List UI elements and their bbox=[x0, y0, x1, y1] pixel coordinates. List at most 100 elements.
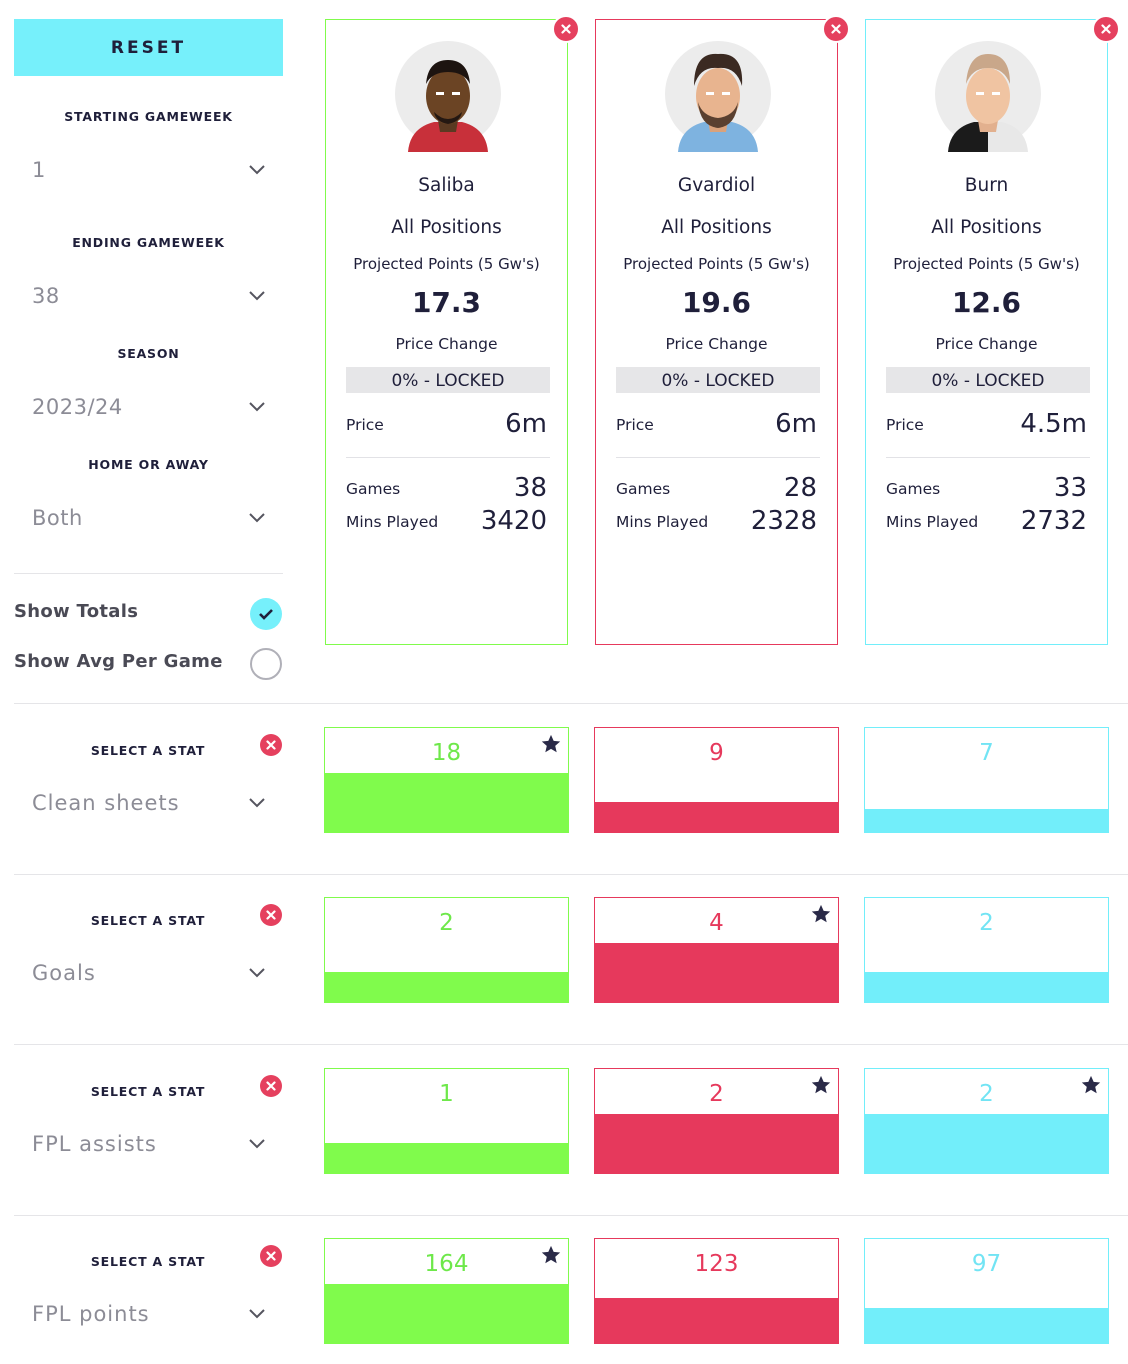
stat-bar-burn: 97 bbox=[864, 1238, 1109, 1344]
stat-bar-value: 97 bbox=[971, 1251, 1002, 1277]
price-value: 6m bbox=[775, 409, 817, 439]
price-value: 6m bbox=[505, 409, 547, 439]
season-label: SEASON bbox=[117, 346, 180, 361]
chevron-down-icon bbox=[243, 286, 271, 306]
price-change-value: 0% - LOCKED bbox=[886, 367, 1090, 393]
starting-gameweek-select[interactable]: 1 bbox=[14, 148, 283, 192]
stat-bar-fill bbox=[865, 1114, 1108, 1173]
starting-gameweek-label: STARTING GAMEWEEK bbox=[64, 109, 233, 124]
price-change-value: 0% - LOCKED bbox=[616, 367, 820, 393]
mins-played-value: 2732 bbox=[1020, 506, 1087, 536]
card-divider bbox=[616, 457, 820, 458]
star-icon bbox=[811, 904, 831, 923]
price-change-label: Price Change bbox=[665, 335, 768, 353]
stat-bar-saliba: 2 bbox=[324, 897, 569, 1003]
price-change-label: Price Change bbox=[935, 335, 1038, 353]
ending-gameweek-label: ENDING GAMEWEEK bbox=[72, 235, 225, 250]
home-or-away-select[interactable]: Both bbox=[14, 496, 283, 540]
select-stat-label: SELECT A STAT bbox=[90, 1254, 206, 1269]
remove-stat-button[interactable] bbox=[260, 904, 282, 926]
stat-bar-fill bbox=[865, 1308, 1108, 1343]
stat-bar-value: 9 bbox=[709, 740, 724, 766]
stat-bar-burn: 2 bbox=[864, 1068, 1109, 1174]
player-avatar bbox=[664, 40, 772, 152]
stat-select[interactable]: FPL assists bbox=[14, 1122, 283, 1166]
games-label: Games bbox=[616, 480, 671, 498]
stat-bar-burn: 7 bbox=[864, 727, 1109, 833]
remove-stat-button[interactable] bbox=[260, 1245, 282, 1267]
stat-bar-fill bbox=[595, 802, 838, 832]
player-name: Saliba bbox=[418, 175, 475, 196]
player-name: Gvardiol bbox=[677, 175, 756, 196]
games-label: Games bbox=[886, 480, 941, 498]
best-stat-star bbox=[540, 1244, 562, 1266]
stat-bar-value: 1 bbox=[439, 1081, 454, 1107]
stat-bar-fill bbox=[595, 1298, 838, 1343]
stat-select-value: Clean sheets bbox=[32, 791, 180, 815]
stat-bar-value: 2 bbox=[709, 1081, 724, 1107]
close-icon bbox=[266, 740, 276, 750]
price-change-label: Price Change bbox=[395, 335, 498, 353]
player-position: All Positions bbox=[391, 217, 502, 238]
games-value: 28 bbox=[783, 473, 817, 503]
season-select[interactable]: 2023/24 bbox=[14, 385, 283, 429]
close-icon bbox=[266, 1251, 276, 1261]
card-divider bbox=[886, 457, 1090, 458]
stat-select[interactable]: Goals bbox=[14, 951, 283, 995]
stat-bar-fill bbox=[595, 1114, 838, 1173]
ending-gameweek-select[interactable]: 38 bbox=[14, 274, 283, 318]
section-divider bbox=[14, 874, 1128, 875]
games-value: 33 bbox=[1053, 473, 1087, 503]
stat-select[interactable]: Clean sheets bbox=[14, 781, 283, 825]
section-divider bbox=[14, 703, 1128, 704]
projected-points-value: 12.6 bbox=[951, 286, 1022, 319]
projected-points-label: Projected Points (5 Gw's) bbox=[353, 255, 540, 273]
select-stat-label: SELECT A STAT bbox=[90, 743, 206, 758]
remove-player-button[interactable] bbox=[822, 15, 850, 43]
stat-bar-fill bbox=[325, 972, 568, 1002]
player-position: All Positions bbox=[661, 217, 772, 238]
stat-bar-gvardiol: 4 bbox=[594, 897, 839, 1003]
star-icon bbox=[811, 1075, 831, 1094]
mins-played-label: Mins Played bbox=[886, 513, 979, 531]
mins-played-value: 3420 bbox=[480, 506, 547, 536]
show-avg-checkbox[interactable] bbox=[250, 648, 282, 680]
games-label: Games bbox=[346, 480, 401, 498]
stat-bar-gvardiol: 2 bbox=[594, 1068, 839, 1174]
close-icon bbox=[266, 910, 276, 920]
remove-player-button[interactable] bbox=[1092, 15, 1120, 43]
stat-bar-gvardiol: 9 bbox=[594, 727, 839, 833]
remove-stat-button[interactable] bbox=[260, 734, 282, 756]
ending-gameweek-value: 38 bbox=[32, 284, 60, 308]
stat-bar-value: 2 bbox=[979, 910, 994, 936]
chevron-down-icon bbox=[243, 963, 271, 983]
stat-bar-saliba: 164 bbox=[324, 1238, 569, 1344]
mins-played-label: Mins Played bbox=[616, 513, 709, 531]
stat-bar-fill bbox=[865, 972, 1108, 1002]
stat-bar-saliba: 18 bbox=[324, 727, 569, 833]
close-icon bbox=[1101, 24, 1111, 34]
stat-bar-fill bbox=[595, 943, 838, 1002]
stat-bar-value: 123 bbox=[694, 1251, 739, 1277]
sidebar-divider bbox=[14, 573, 283, 574]
best-stat-star bbox=[810, 903, 832, 925]
best-stat-star bbox=[540, 733, 562, 755]
games-value: 38 bbox=[513, 473, 547, 503]
stat-select-value: FPL points bbox=[32, 1302, 150, 1326]
chevron-down-icon bbox=[243, 508, 271, 528]
stat-bar-value: 164 bbox=[424, 1251, 469, 1277]
chevron-down-icon bbox=[243, 1134, 271, 1154]
show-totals-checkbox[interactable] bbox=[250, 598, 282, 630]
remove-stat-button[interactable] bbox=[260, 1075, 282, 1097]
stat-bar-saliba: 1 bbox=[324, 1068, 569, 1174]
price-label: Price bbox=[886, 416, 924, 434]
chevron-down-icon bbox=[243, 397, 271, 417]
reset-button[interactable]: RESET bbox=[14, 19, 283, 76]
check-icon bbox=[259, 609, 273, 620]
select-stat-label: SELECT A STAT bbox=[90, 913, 206, 928]
stat-select[interactable]: FPL points bbox=[14, 1292, 283, 1336]
remove-player-button[interactable] bbox=[552, 15, 580, 43]
stat-bar-value: 2 bbox=[979, 1081, 994, 1107]
player-avatar bbox=[394, 40, 502, 152]
stat-bar-value: 7 bbox=[979, 740, 994, 766]
